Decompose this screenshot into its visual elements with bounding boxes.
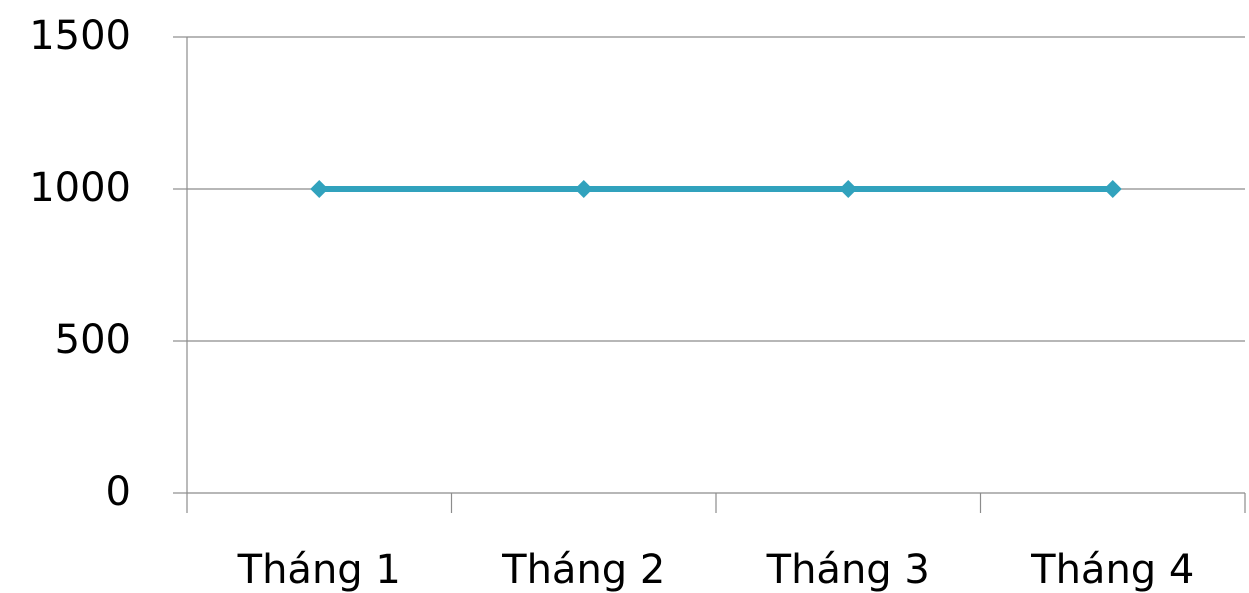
y-tick-label: 0 [106, 469, 131, 515]
x-tick-labels: Tháng 1 Tháng 2 Tháng 3 Tháng 4 [237, 547, 1195, 593]
data-point-marker [1103, 180, 1122, 198]
y-tick-labels: 0 500 1000 1500 [29, 13, 131, 515]
y-tick-label: 1000 [29, 165, 131, 211]
x-tick-label: Tháng 3 [766, 547, 930, 593]
x-tick-label: Tháng 4 [1030, 547, 1194, 593]
data-point-marker [839, 180, 858, 198]
x-tick-label: Tháng 1 [237, 547, 401, 593]
y-tick-label: 500 [55, 317, 131, 363]
data-point-marker [574, 180, 593, 198]
y-tick-label: 1500 [29, 13, 131, 59]
axes [173, 36, 1246, 513]
data-point-marker [310, 180, 329, 198]
series [310, 180, 1122, 198]
x-tick-label: Tháng 2 [501, 547, 665, 593]
